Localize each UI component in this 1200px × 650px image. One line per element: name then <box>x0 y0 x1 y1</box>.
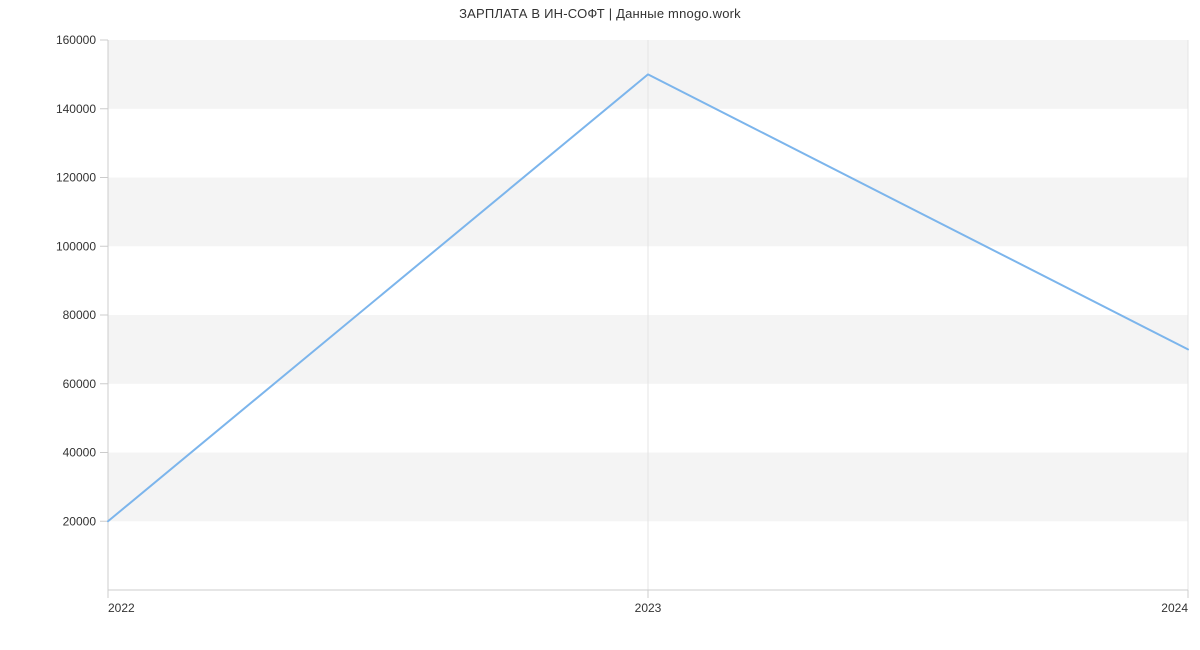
salary-line-chart: ЗАРПЛАТА В ИН-СОФТ | Данные mnogo.work 2… <box>0 0 1200 650</box>
y-tick-label: 160000 <box>56 33 96 47</box>
y-tick-label: 140000 <box>56 102 96 116</box>
x-tick-label: 2023 <box>635 601 662 615</box>
y-tick-label: 40000 <box>63 446 97 460</box>
x-tick-label: 2022 <box>108 601 135 615</box>
y-tick-label: 20000 <box>63 514 97 528</box>
y-tick-label: 60000 <box>63 377 97 391</box>
y-tick-label: 100000 <box>56 239 96 253</box>
y-tick-label: 80000 <box>63 308 97 322</box>
chart-canvas: 20000 40000 60000 80000 100000 120000 140000 16… <box>0 0 1200 650</box>
y-tick-label: 120000 <box>56 171 96 185</box>
x-tick-label: 2024 <box>1161 601 1188 615</box>
